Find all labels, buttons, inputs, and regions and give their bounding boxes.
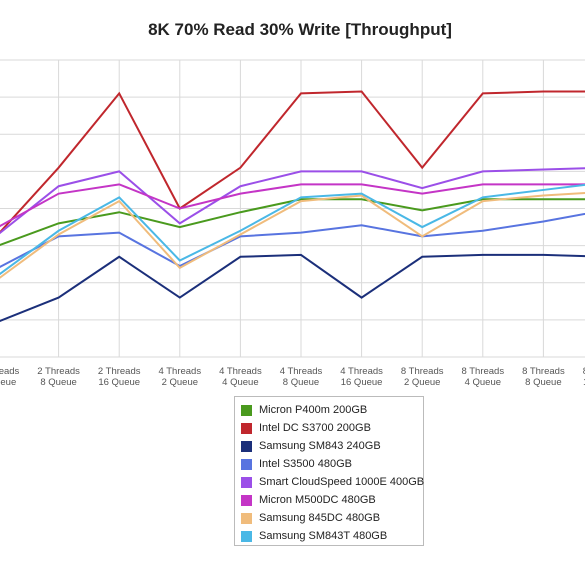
x-tick-label: 2 Threads: [98, 366, 141, 377]
plot-grid: [0, 59, 585, 358]
x-tick-label: 2 Threads: [37, 366, 80, 377]
x-tick-label: 4 Threads: [219, 366, 262, 377]
series-lines: [0, 90, 585, 323]
chart-legend: Micron P400m 200GB Intel DC S3700 200GB Sa…: [234, 396, 424, 546]
legend-item: Intel S3500 480GB: [235, 455, 423, 473]
legend-label: Micron M500DC 480GB: [259, 494, 376, 506]
legend-swatch: [241, 476, 252, 488]
legend-swatch: [241, 494, 252, 506]
x-tick-label: 16 Queue: [583, 377, 585, 388]
legend-label: Samsung SM843 240GB: [259, 440, 381, 452]
legend-label: Smart CloudSpeed 1000E 400GB: [259, 476, 425, 488]
legend-swatch: [241, 404, 252, 416]
x-tick-label: 4 Queue: [222, 377, 258, 388]
x-tick-label: 4 Queue: [465, 377, 501, 388]
x-tick-label: 8 Threads: [583, 366, 585, 377]
x-tick-label: 4 Threads: [280, 366, 323, 377]
legend-label: Intel S3500 480GB: [259, 458, 352, 470]
chart-title: 8K 70% Read 30% Write [Throughput]: [148, 20, 452, 39]
legend-item: Samsung SM843 240GB: [235, 437, 423, 455]
x-tick-label: 8 Queue: [525, 377, 561, 388]
legend-swatch: [241, 530, 252, 542]
series-line-1: [0, 90, 585, 234]
series-line-2: [0, 253, 585, 323]
legend-label: Samsung 845DC 480GB: [259, 512, 381, 524]
legend-item: Micron P400m 200GB: [235, 401, 423, 419]
legend-label: Micron P400m 200GB: [259, 404, 368, 416]
legend-swatch: [241, 512, 252, 524]
legend-label: Intel DC S3700 200GB: [259, 422, 371, 434]
x-tick-label: 8 Threads: [401, 366, 444, 377]
x-tick-label: 4 Threads: [340, 366, 383, 377]
x-tick-label: 8 Queue: [283, 377, 319, 388]
legend-swatch: [241, 440, 252, 452]
legend-swatch: [241, 422, 252, 434]
legend-item: Micron M500DC 480GB: [235, 491, 423, 509]
x-tick-label: 2 Queue: [404, 377, 440, 388]
legend-label: Samsung SM843T 480GB: [259, 530, 388, 542]
x-tick-label: 8 Threads: [522, 366, 565, 377]
x-tick-label: 2 Queue: [162, 377, 198, 388]
legend-item: Intel DC S3700 200GB: [235, 419, 423, 437]
x-tick-label: 8 Queue: [40, 377, 76, 388]
x-tick-label: 16 Queue: [98, 377, 140, 388]
legend-item: Samsung SM843T 480GB: [235, 527, 423, 545]
x-tick-label: 8 Threads: [461, 366, 504, 377]
legend-swatch: [241, 458, 252, 470]
x-tick-label: 16 Queue: [341, 377, 383, 388]
x-tick-label: 4 Queue: [0, 377, 16, 388]
legend-item: Smart CloudSpeed 1000E 400GB: [235, 473, 425, 491]
legend-item: Samsung 845DC 480GB: [235, 509, 423, 527]
x-tick-label: 4 Threads: [158, 366, 201, 377]
x-tick-label: 2 Threads: [0, 366, 20, 377]
